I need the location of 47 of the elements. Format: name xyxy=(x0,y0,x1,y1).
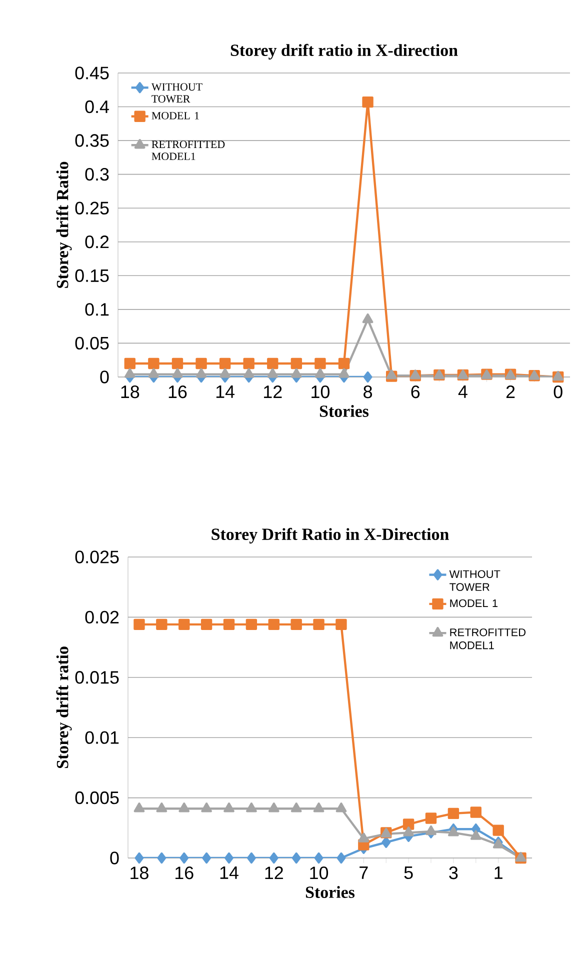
legend-label: MODEL 1 xyxy=(152,112,199,120)
legend-label: WITHOUT TOWER xyxy=(449,570,500,591)
x-tick-label: 6 xyxy=(411,386,420,398)
y-tick-label: 0.25 xyxy=(75,202,109,214)
x-tick-label: 2 xyxy=(506,386,515,398)
x-tick-label: 7 xyxy=(360,866,368,879)
y-axis-title: Storey drift Ratio xyxy=(56,162,72,288)
x-tick-label: 3 xyxy=(449,866,458,880)
x-tick-label: 12 xyxy=(265,866,283,880)
y-tick-label: 0.015 xyxy=(75,671,119,684)
x-tick-label: 5 xyxy=(404,866,413,880)
y-axis-title: Storey drift ratio xyxy=(56,646,72,768)
x-tick-label: 10 xyxy=(310,866,328,880)
x-tick-label: 1 xyxy=(494,866,502,879)
y-tick-label: 0.025 xyxy=(75,550,119,564)
x-tick-label: 8 xyxy=(364,386,372,398)
y-tick-label: 0.05 xyxy=(75,336,109,350)
y-tick-label: 0.2 xyxy=(85,236,109,248)
legend-label: RETROFITTED MODEL1 xyxy=(450,628,526,650)
y-tick-label: 0.02 xyxy=(85,610,119,624)
y-tick-label: 0.01 xyxy=(85,731,119,744)
x-tick-label: 4 xyxy=(458,386,468,398)
y-tick-label: 0.45 xyxy=(75,66,109,80)
legend-label: RETROFITTED MODEL1 xyxy=(152,140,225,160)
x-tick-label: 16 xyxy=(175,866,194,880)
x-tick-label: 18 xyxy=(130,866,148,880)
x-axis-title: Stories xyxy=(306,886,355,898)
y-tick-label: 0.3 xyxy=(85,168,109,181)
y-tick-label: 0.005 xyxy=(75,791,119,804)
legend-label: WITHOUT TOWER xyxy=(151,83,202,103)
x-axis-title: Stories xyxy=(320,405,369,417)
legend-label: MODEL 1 xyxy=(450,599,498,608)
y-tick-label: 0 xyxy=(110,852,119,864)
x-tick-label: 18 xyxy=(121,386,140,398)
x-tick-label: 10 xyxy=(312,386,330,398)
x-tick-label: 14 xyxy=(216,386,235,398)
x-tick-label: 0 xyxy=(554,386,562,398)
y-tick-label: 0.35 xyxy=(75,134,109,147)
chart-title: Storey Drift Ratio in X-Direction xyxy=(212,528,449,544)
y-tick-label: 0.15 xyxy=(75,269,109,282)
x-tick-label: 12 xyxy=(264,386,282,398)
x-tick-label: 16 xyxy=(168,386,187,398)
y-tick-label: 0 xyxy=(100,370,109,384)
y-tick-label: 0.1 xyxy=(85,303,109,316)
x-tick-label: 14 xyxy=(220,866,238,879)
y-tick-label: 0.4 xyxy=(85,100,109,114)
chart-title: Storey drift ratio in X-direction xyxy=(230,44,458,60)
